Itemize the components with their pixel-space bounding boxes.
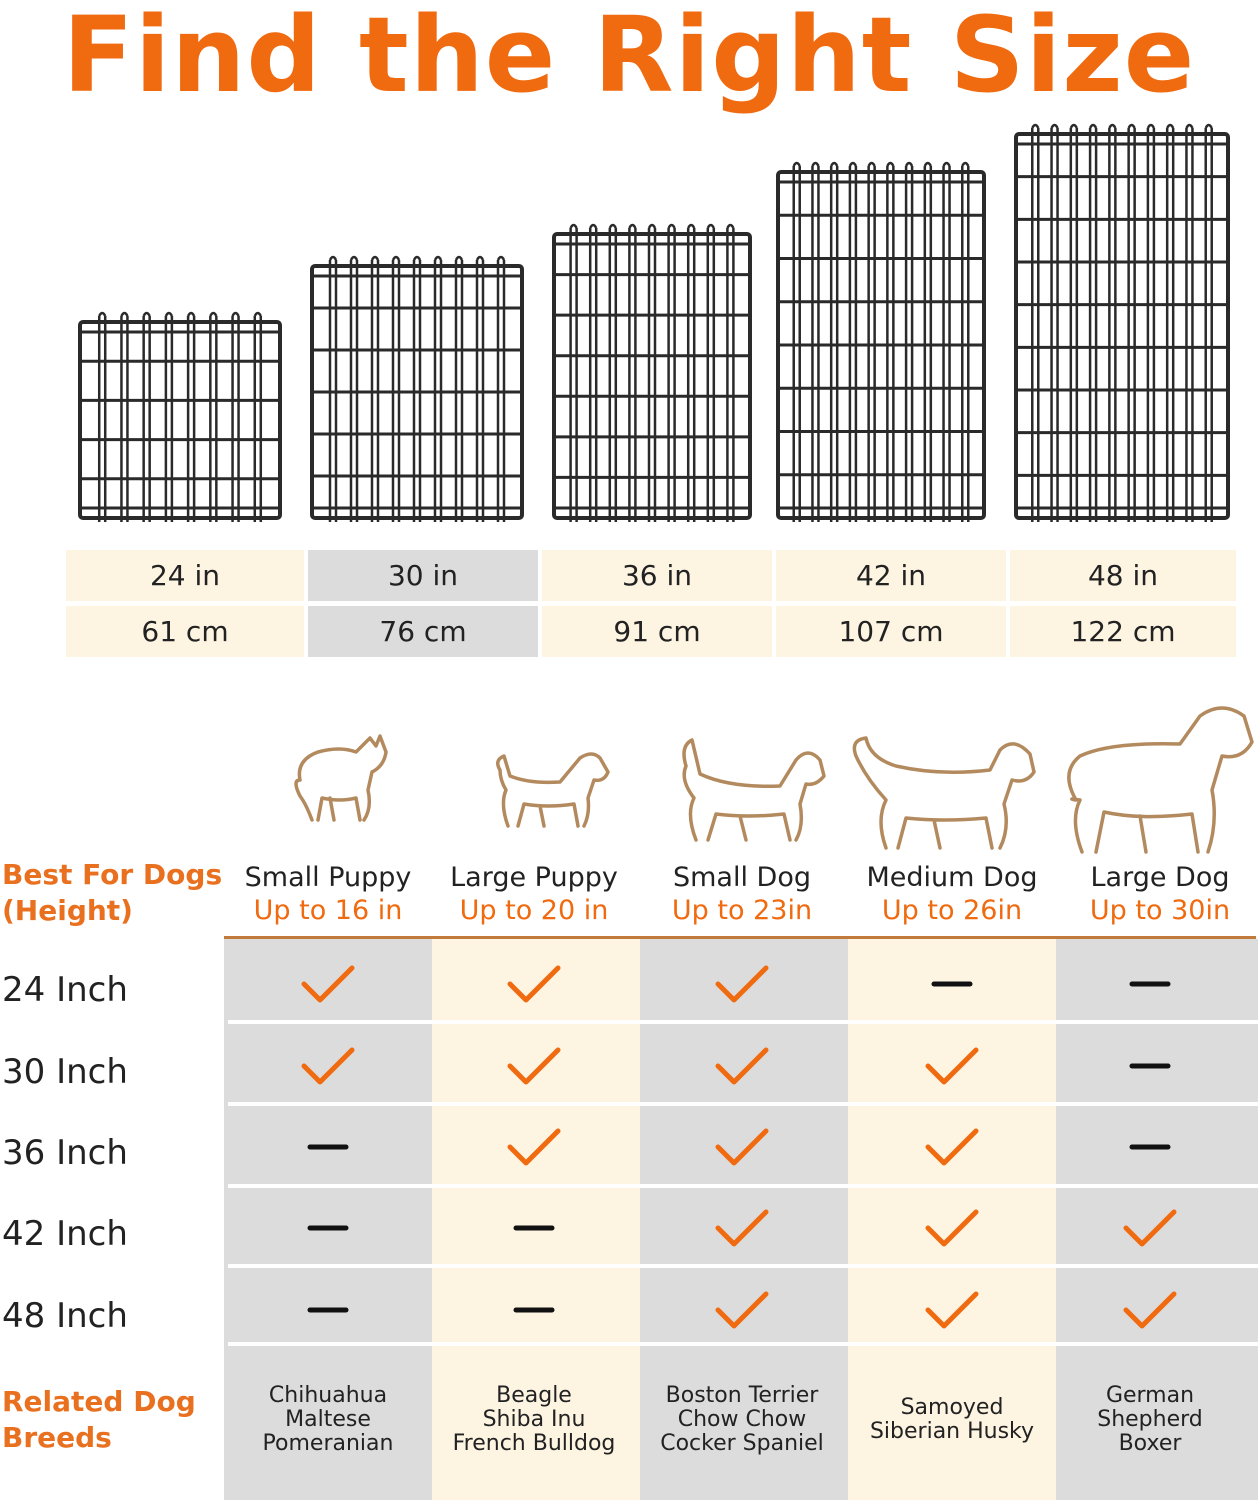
- mastiff-outline-icon: [1067, 706, 1254, 854]
- checkmark-icon: [925, 1291, 979, 1329]
- dash-icon: [307, 1144, 349, 1150]
- dash-icon: [1129, 981, 1171, 987]
- dog-category-height: Up to 20 in: [459, 895, 609, 926]
- dog-category-name: Large Dog: [1090, 862, 1230, 893]
- related-breeds-label: Related Dog Breeds: [2, 1384, 196, 1456]
- breed-name: Boxer: [1118, 1431, 1182, 1456]
- checkmark-icon: [925, 1209, 979, 1247]
- breed-name: Shiba Inu: [482, 1407, 586, 1432]
- dog-category-height: Up to 30in: [1089, 895, 1231, 926]
- breed-name: Boston Terrier: [665, 1383, 819, 1408]
- dog-category-height: Up to 23in: [671, 895, 813, 926]
- size-row-label: 24 Inch: [2, 970, 128, 1010]
- best-for-label: Best For Dogs (Height): [2, 857, 222, 929]
- dash-icon: [931, 981, 973, 987]
- checkmark-icon: [507, 1047, 561, 1085]
- size-row-label: 48 Inch: [2, 1296, 128, 1336]
- checkmark-icon: [715, 1047, 769, 1085]
- size-in-cell: 42 in: [776, 550, 1006, 601]
- page-title: Find the Right Size: [62, 0, 1196, 116]
- grid-column: [1056, 939, 1258, 1500]
- checkmark-icon: [715, 1128, 769, 1166]
- header-rule: [224, 936, 1256, 939]
- checkmark-icon: [1123, 1291, 1177, 1329]
- size-in-cell: 36 in: [542, 550, 772, 601]
- checkmark-icon: [925, 1047, 979, 1085]
- dog-category-name: Medium Dog: [866, 862, 1038, 893]
- dash-icon: [513, 1225, 555, 1231]
- dog-category-name: Small Puppy: [244, 862, 412, 893]
- pen-panel-48in: [1014, 123, 1230, 522]
- beagle-outline-icon: [682, 738, 826, 842]
- related-breeds-cell: Beagle Shiba Inu French Bulldog: [431, 1384, 637, 1456]
- breed-name: Chow Chow: [677, 1407, 807, 1432]
- chihuahua-outline-icon: [294, 734, 388, 822]
- checkmark-icon: [301, 965, 355, 1003]
- dog-icons: [294, 706, 1254, 854]
- dash-icon: [513, 1307, 555, 1313]
- breed-name: French Bulldog: [452, 1431, 616, 1456]
- breed-name: Siberian Husky: [869, 1419, 1035, 1444]
- size-cm-cell: 91 cm: [542, 606, 772, 657]
- pen-panel-24in: [78, 311, 282, 522]
- breed-name: Samoyed: [900, 1395, 1004, 1420]
- size-cm-cell: 107 cm: [776, 606, 1006, 657]
- related-breeds-cell: Chihuahua Maltese Pomeranian: [225, 1384, 431, 1456]
- checkmark-icon: [715, 1209, 769, 1247]
- dog-category-height: Up to 16 in: [253, 895, 403, 926]
- dash-icon: [307, 1225, 349, 1231]
- related-breeds-cell: German Shepherd Boxer: [1047, 1384, 1253, 1456]
- terrier-outline-icon: [496, 752, 610, 828]
- size-in-cell: 48 in: [1010, 550, 1236, 601]
- retriever-outline-icon: [852, 736, 1036, 850]
- row-divider: [228, 1184, 1258, 1188]
- pen-panel-30in: [310, 255, 524, 522]
- dash-icon: [1129, 1144, 1171, 1150]
- breed-name: Beagle: [496, 1383, 572, 1408]
- best-for-label-line2: (Height): [2, 894, 133, 927]
- breed-name: German: [1105, 1383, 1195, 1408]
- checkmark-icon: [715, 965, 769, 1003]
- row-divider: [228, 1102, 1258, 1106]
- breed-name: Maltese: [285, 1407, 371, 1432]
- dog-category-name: Small Dog: [672, 862, 812, 893]
- checkmark-icon: [507, 1128, 561, 1166]
- dash-icon: [307, 1307, 349, 1313]
- size-row-label: 30 Inch: [2, 1052, 128, 1092]
- row-divider: [228, 1020, 1258, 1024]
- breed-name: Shepherd: [1097, 1407, 1203, 1432]
- size-cm-cell: 76 cm: [308, 606, 538, 657]
- pen-panel-36in: [552, 223, 752, 522]
- checkmark-icon: [715, 1291, 769, 1329]
- related-breeds-cell: Samoyed Siberian Husky: [849, 1396, 1055, 1444]
- row-divider: [228, 1264, 1258, 1268]
- grid-column: [432, 939, 640, 1500]
- related-breeds-cell: Boston Terrier Chow Chow Cocker Spaniel: [639, 1384, 845, 1456]
- pen-panel-42in: [776, 161, 986, 522]
- best-for-label-line1: Best For Dogs: [2, 858, 223, 891]
- grid-column: [224, 939, 432, 1500]
- dog-category-height: Up to 26in: [881, 895, 1023, 926]
- grid-column: [848, 939, 1056, 1500]
- dash-icon: [1129, 1063, 1171, 1069]
- checkmark-icon: [301, 1047, 355, 1085]
- related-label-line2: Breeds: [2, 1421, 112, 1454]
- pen-panels-illustration: [78, 123, 1230, 522]
- size-cm-cell: 61 cm: [66, 606, 304, 657]
- size-row-label: 42 Inch: [2, 1214, 128, 1254]
- breed-name: Cocker Spaniel: [660, 1431, 824, 1456]
- dog-category-name: Large Puppy: [450, 862, 618, 893]
- checkmark-icon: [925, 1128, 979, 1166]
- related-label-line1: Related Dog: [2, 1385, 196, 1418]
- row-divider: [228, 1342, 1258, 1346]
- checkmark-icon: [507, 965, 561, 1003]
- size-in-cell: 30 in: [308, 550, 538, 601]
- breed-name: Pomeranian: [262, 1431, 394, 1456]
- checkmark-icon: [1123, 1209, 1177, 1247]
- size-in-cell: 24 in: [66, 550, 304, 601]
- size-row-label: 36 Inch: [2, 1133, 128, 1173]
- size-cm-cell: 122 cm: [1010, 606, 1236, 657]
- grid-column: [640, 939, 848, 1500]
- breed-name: Chihuahua: [268, 1383, 388, 1408]
